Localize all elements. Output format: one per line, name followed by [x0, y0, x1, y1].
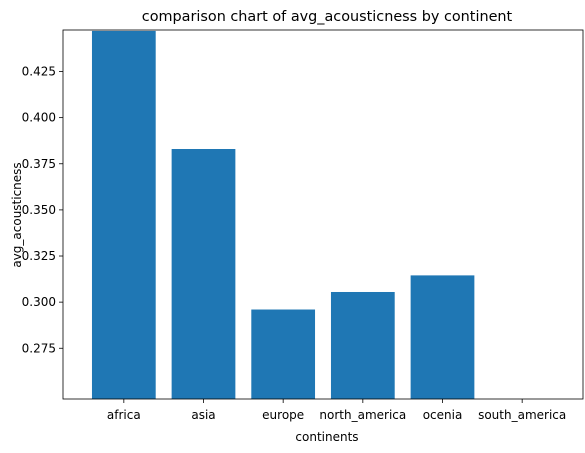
x-tick-label-north_america: north_america	[319, 408, 406, 422]
y-tick-label-0: 0.275	[22, 341, 56, 355]
bar-ocenia	[410, 275, 475, 399]
y-tick-label-4: 0.375	[22, 157, 56, 171]
chart-title: comparison chart of avg_acousticness by …	[142, 9, 513, 25]
bar-africa	[91, 30, 156, 400]
x-tick-label-africa: africa	[107, 408, 141, 422]
bar-europe	[251, 309, 316, 399]
y-tick-label-3: 0.350	[22, 203, 56, 217]
bar-asia	[171, 149, 236, 399]
bar-north_america	[330, 291, 395, 399]
y-tick-label-2: 0.325	[22, 249, 56, 263]
y-axis-label: avg_acousticness	[10, 162, 24, 267]
x-axis: africa asia europe north_america ocenia south…	[107, 399, 566, 422]
x-tick-label-europe: europe	[262, 408, 304, 422]
y-tick-label-1: 0.300	[22, 295, 56, 309]
y-tick-label-6: 0.425	[22, 65, 56, 79]
x-tick-label-south_america: south_america	[478, 408, 566, 422]
axes-spines	[62, 29, 584, 400]
x-axis-label: continents	[295, 430, 358, 444]
y-tick-label-5: 0.400	[22, 111, 56, 125]
axes-frame	[62, 29, 584, 400]
x-tick-label-asia: asia	[191, 408, 215, 422]
y-axis: 0.275 0.300 0.325 0.350 0.375 0.400 0.425	[22, 65, 63, 355]
bars-group	[91, 30, 475, 400]
x-tick-label-ocenia: ocenia	[423, 408, 463, 422]
